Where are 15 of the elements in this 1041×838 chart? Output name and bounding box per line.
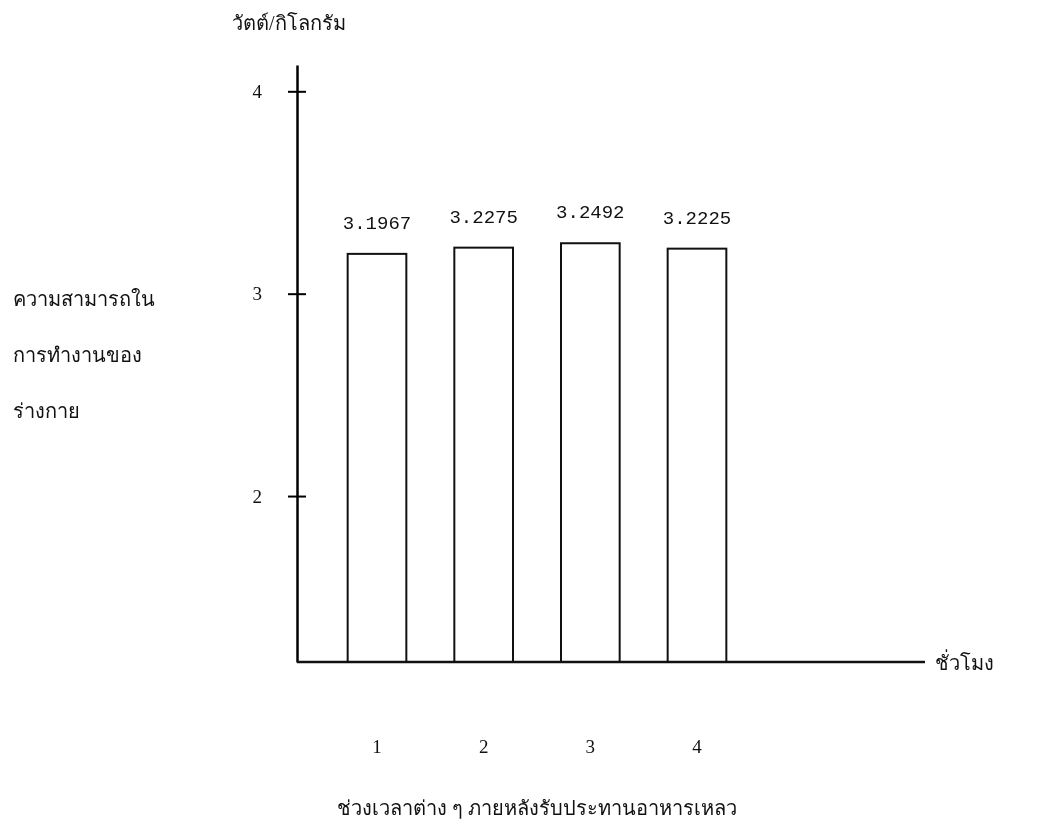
text: ชั่วโมง — [935, 649, 994, 674]
data-label: 3.2275 — [449, 206, 518, 229]
text: วัตต์/กิโลกรัม — [232, 12, 346, 34]
x-axis-title: ช่วงเวลาต่าง ๆ ภายหลังรับประทานอาหารเหลว — [337, 797, 737, 819]
x-tick-label: 4 — [692, 736, 703, 758]
y-tick-label: 3 — [252, 283, 262, 305]
y-tick-label: 4 — [252, 80, 263, 102]
x-tick-label: 2 — [478, 736, 489, 758]
x-tick-label: 1 — [372, 736, 382, 758]
data-label: 3.2492 — [556, 202, 625, 225]
y-tick-label: 2 — [252, 485, 262, 507]
data-label: 3.2225 — [662, 207, 732, 230]
text: ความสามารถใน การทำงานของ ร่างกาย — [13, 288, 155, 422]
x-tick-label: 3 — [585, 736, 596, 758]
data-label: 3.1967 — [342, 212, 412, 235]
